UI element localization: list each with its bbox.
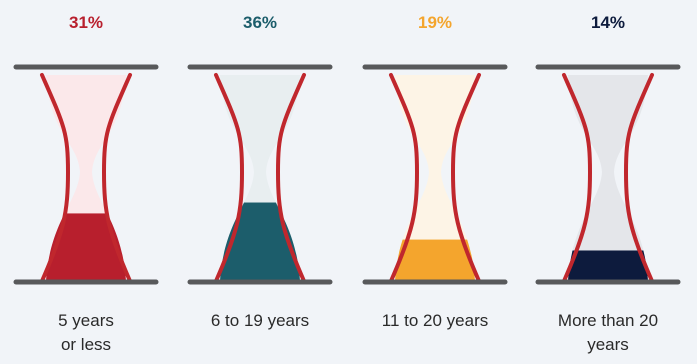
hourglass-fill	[395, 239, 475, 281]
hourglass-3: 19% 11 to 20 years	[362, 13, 508, 330]
hourglass-glass	[395, 75, 475, 281]
category-label-line: or less	[61, 335, 111, 354]
category-label-line: 5 years	[58, 311, 114, 330]
category-label: More than 20 years	[558, 311, 658, 354]
hourglass-frame-right	[450, 73, 481, 283]
hourglass-frame-left	[389, 73, 420, 283]
hourglass-glass	[568, 75, 648, 281]
hourglass-frame-right	[101, 73, 132, 283]
value-label: 36%	[243, 13, 277, 32]
category-label-line: 6 to 19 years	[211, 311, 309, 330]
value-label: 31%	[69, 13, 103, 32]
category-label-line: More than 20	[558, 311, 658, 330]
hourglass-frame-left	[40, 73, 71, 283]
hourglass-1: 31% 5 years or less	[13, 13, 159, 354]
category-label-line: 11 to 20 years	[382, 311, 488, 330]
hourglass-2: 36% 6 to 19 years	[187, 13, 333, 330]
hourglass-frame-right	[275, 73, 306, 283]
hourglass-frame-left	[214, 73, 245, 283]
category-label-line: years	[587, 335, 629, 354]
category-label: 5 years or less	[58, 311, 114, 354]
value-label: 14%	[591, 13, 625, 32]
value-label: 19%	[418, 13, 452, 32]
category-label: 11 to 20 years	[382, 311, 488, 330]
hourglass-frame-right	[623, 73, 654, 283]
category-label: 6 to 19 years	[211, 311, 309, 330]
hourglass-4: 14% More than 20 years	[535, 13, 681, 354]
hourglass-frame-left	[562, 73, 593, 283]
hourglass-fill	[568, 250, 648, 281]
